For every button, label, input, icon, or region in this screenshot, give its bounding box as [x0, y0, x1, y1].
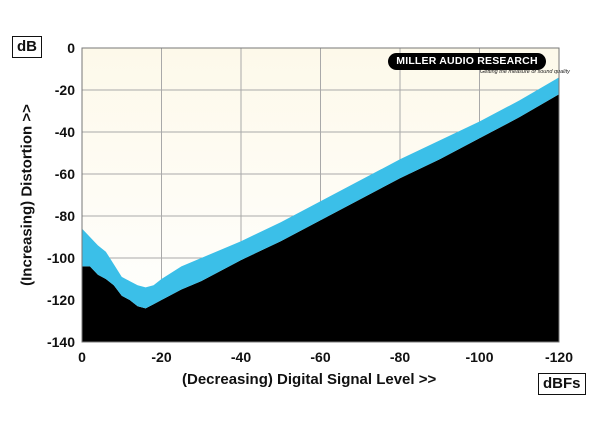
- x-tick-label: -80: [390, 349, 410, 365]
- brand-tagline: Getting the measure of sound quality: [480, 69, 570, 75]
- y-unit-label: dB: [12, 36, 42, 58]
- x-tick-labels: 0 -20 -40 -60 -80 -100 -120: [78, 349, 573, 365]
- x-tick-label: -40: [231, 349, 251, 365]
- x-tick-label: -120: [545, 349, 573, 365]
- x-unit-label: dBFs: [538, 373, 586, 395]
- x-tick-label: -60: [310, 349, 330, 365]
- y-tick-label: -120: [47, 292, 75, 308]
- y-tick-labels: 0 -20 -40 -60 -80 -100 -120 -140: [47, 40, 75, 350]
- y-tick-label: -140: [47, 334, 75, 350]
- plot-frame: [81, 47, 560, 343]
- y-tick-label: -20: [55, 82, 75, 98]
- below-band-area: [82, 94, 559, 342]
- x-tick-label: 0: [78, 349, 86, 365]
- x-tick-label: -20: [151, 349, 171, 365]
- x-axis-title: (Decreasing) Digital Signal Level >>: [182, 371, 437, 388]
- y-tick-label: -100: [47, 250, 75, 266]
- x-tick-label: -100: [465, 349, 493, 365]
- brand-logo: MILLER AUDIO RESEARCH Getting the measur…: [388, 53, 570, 78]
- distortion-band: [82, 77, 559, 309]
- y-tick-label: 0: [67, 40, 75, 56]
- y-tick-label: -60: [55, 166, 75, 182]
- y-tick-label: -40: [55, 124, 75, 140]
- y-tick-label: -80: [55, 208, 75, 224]
- brand-name: MILLER AUDIO RESEARCH: [388, 53, 546, 70]
- y-axis-title: (Increasing) Distortion >>: [18, 104, 36, 286]
